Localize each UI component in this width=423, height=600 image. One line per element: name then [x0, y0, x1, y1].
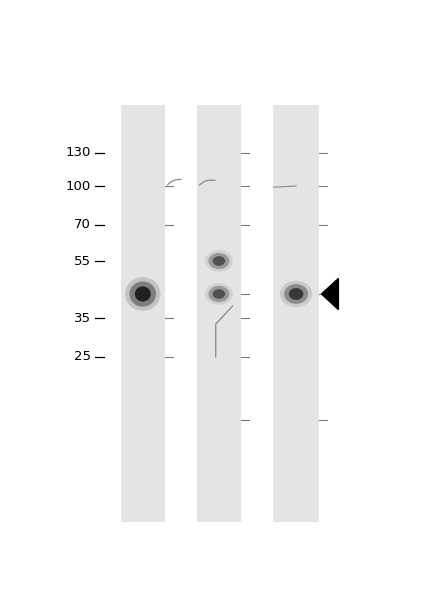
Polygon shape	[321, 278, 338, 310]
Ellipse shape	[125, 277, 160, 311]
Text: 70: 70	[74, 218, 91, 232]
Ellipse shape	[205, 250, 233, 272]
Text: 55: 55	[74, 254, 91, 268]
Ellipse shape	[205, 283, 233, 305]
Ellipse shape	[213, 256, 225, 266]
Ellipse shape	[135, 286, 151, 302]
Text: 25: 25	[74, 350, 91, 364]
Ellipse shape	[209, 253, 229, 269]
Ellipse shape	[289, 288, 303, 300]
Text: 100: 100	[66, 179, 91, 193]
Ellipse shape	[280, 281, 312, 307]
Text: 130: 130	[66, 146, 91, 160]
Bar	[197, 105, 241, 522]
Bar	[121, 105, 165, 522]
Ellipse shape	[209, 286, 229, 302]
Ellipse shape	[129, 281, 156, 307]
Ellipse shape	[284, 284, 308, 304]
Bar	[273, 105, 319, 522]
Text: 35: 35	[74, 311, 91, 325]
Ellipse shape	[213, 289, 225, 299]
